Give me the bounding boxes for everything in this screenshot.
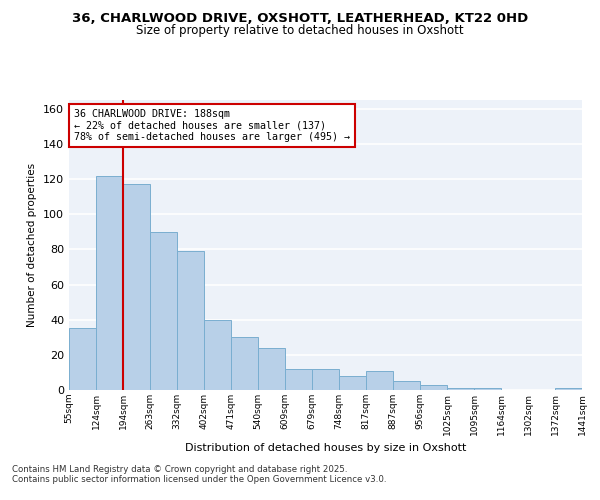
Bar <box>258 348 285 390</box>
Bar <box>447 388 474 390</box>
Bar <box>393 381 420 390</box>
Bar <box>123 184 150 390</box>
Text: 36 CHARLWOOD DRIVE: 188sqm
← 22% of detached houses are smaller (137)
78% of sem: 36 CHARLWOOD DRIVE: 188sqm ← 22% of deta… <box>74 108 350 142</box>
Bar <box>474 388 501 390</box>
Bar <box>231 338 258 390</box>
Bar <box>555 388 582 390</box>
Bar <box>285 369 312 390</box>
Bar <box>420 384 447 390</box>
Bar <box>204 320 231 390</box>
Bar <box>150 232 177 390</box>
Text: Contains HM Land Registry data © Crown copyright and database right 2025.
Contai: Contains HM Land Registry data © Crown c… <box>12 465 386 484</box>
Y-axis label: Number of detached properties: Number of detached properties <box>28 163 37 327</box>
Text: Size of property relative to detached houses in Oxshott: Size of property relative to detached ho… <box>136 24 464 37</box>
Bar <box>339 376 366 390</box>
Bar <box>312 369 339 390</box>
Bar <box>177 251 204 390</box>
Bar <box>366 370 393 390</box>
X-axis label: Distribution of detached houses by size in Oxshott: Distribution of detached houses by size … <box>185 443 466 453</box>
Bar <box>69 328 96 390</box>
Text: 36, CHARLWOOD DRIVE, OXSHOTT, LEATHERHEAD, KT22 0HD: 36, CHARLWOOD DRIVE, OXSHOTT, LEATHERHEA… <box>72 12 528 26</box>
Bar <box>96 176 123 390</box>
